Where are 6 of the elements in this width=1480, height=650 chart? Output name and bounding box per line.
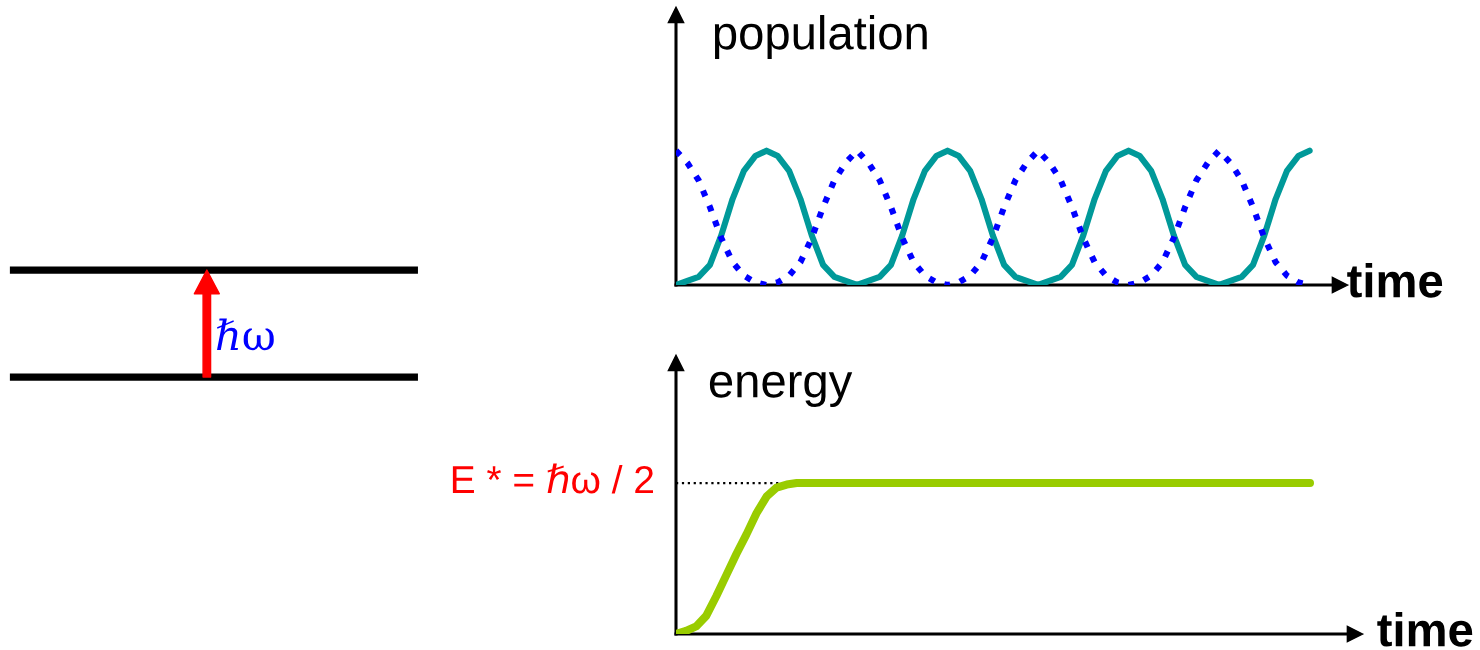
y-axis-title: population [714, 15, 927, 60]
y-axis-title: energy [709, 371, 853, 408]
text: ℏω [217, 318, 274, 351]
x-axis-title: time [1347, 262, 1443, 298]
ref-line-label: E * = ℏω / 2 [452, 463, 653, 494]
x-axis-title: time [1377, 611, 1473, 647]
